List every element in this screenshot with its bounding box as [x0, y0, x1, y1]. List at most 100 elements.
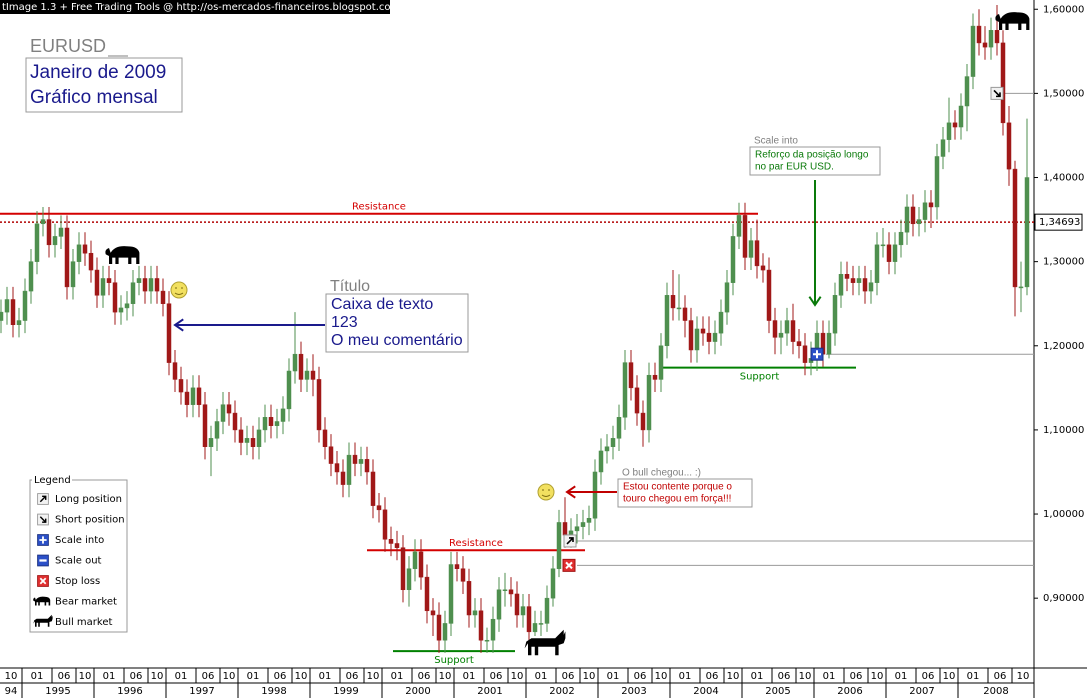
candle-body — [70, 261, 76, 288]
candle-body — [58, 227, 64, 237]
candle-body — [262, 417, 268, 431]
icon-x — [565, 561, 573, 570]
year-label: 1995 — [45, 686, 70, 697]
annotation-line: touro chegou em força!!! — [623, 494, 731, 505]
candle-body — [628, 362, 634, 389]
candle-body — [214, 421, 220, 439]
arrow-head — [565, 485, 576, 499]
candle-body — [598, 450, 604, 473]
legend-title-bg — [32, 474, 72, 486]
candle-body — [970, 25, 976, 77]
year-label: 2005 — [765, 686, 790, 697]
legend-label: Bull market — [55, 617, 113, 628]
icon-bull — [33, 614, 53, 627]
y-tick-label: 1,10000 — [1043, 425, 1084, 436]
arrow-head — [173, 318, 184, 332]
candle-body — [436, 614, 442, 641]
x-tick-label: 01 — [967, 671, 980, 682]
candle-body — [424, 576, 430, 612]
level-label: Support — [434, 655, 474, 666]
candle-body — [40, 219, 46, 225]
icon-long — [563, 534, 577, 548]
candle-body — [880, 244, 886, 247]
annotation-box — [749, 146, 881, 176]
icon-short — [37, 513, 49, 526]
x-tick-label: 10 — [367, 671, 380, 682]
x-tick-label: 10 — [5, 671, 18, 682]
candle-body — [280, 408, 286, 422]
candle-body — [910, 206, 916, 225]
candle-body — [484, 639, 490, 642]
candle-body — [550, 568, 556, 599]
candle-body — [406, 568, 412, 591]
year-label: 1998 — [261, 686, 286, 697]
candle-body — [844, 274, 850, 279]
icon-out — [37, 554, 49, 567]
x-tick-label: 06 — [706, 671, 719, 682]
year-label: 2004 — [693, 686, 718, 697]
candle-body — [616, 417, 622, 439]
candle-body — [538, 623, 544, 625]
icon-bear — [995, 12, 1030, 30]
year-label: 1996 — [117, 686, 142, 697]
level-label: Resistance — [352, 202, 406, 213]
icon-long — [37, 493, 49, 505]
year-label: 2000 — [405, 686, 430, 697]
year-label: 2007 — [909, 686, 934, 697]
x-tick-label: 10 — [583, 671, 596, 682]
x-tick-label: 06 — [562, 671, 575, 682]
icon-bear — [33, 596, 51, 606]
candle-body — [130, 282, 136, 304]
subtitle-box — [25, 57, 183, 113]
icon-arrow — [993, 89, 1001, 98]
candle-body — [148, 278, 154, 292]
candle-body — [730, 236, 736, 283]
x-tick-label: 01 — [463, 671, 476, 682]
candle-body — [532, 623, 538, 633]
candle-body — [64, 227, 70, 288]
smiley-face — [174, 287, 184, 295]
candle-body — [568, 530, 574, 536]
candle-body — [376, 505, 382, 511]
candle-body — [208, 438, 214, 447]
candle-body — [1024, 177, 1030, 288]
legend-label: Long position — [55, 494, 122, 505]
y-tick-label: 1,40000 — [1043, 173, 1084, 184]
candle-body — [52, 236, 58, 246]
icon-bear — [105, 246, 140, 264]
icon-bear — [105, 246, 140, 264]
candle-body — [760, 265, 766, 271]
current-price-box — [1034, 213, 1083, 231]
candle-body — [430, 610, 436, 616]
candle-body — [916, 219, 922, 225]
candle-body — [988, 30, 994, 48]
candle-body — [520, 606, 526, 616]
candle-body — [142, 278, 148, 292]
chart-subtitle: Gráfico mensal — [30, 87, 158, 108]
candle-body — [298, 353, 304, 380]
candle-body — [232, 412, 238, 431]
candle-body — [682, 307, 688, 321]
y-tick-label: 1,00000 — [1043, 509, 1084, 520]
candle-body — [418, 551, 424, 578]
x-tick-label: 10 — [727, 671, 740, 682]
annotation-line: Caixa de texto — [331, 296, 433, 313]
candle-body — [754, 240, 760, 267]
icon-stop — [562, 558, 576, 572]
candle-body — [778, 332, 784, 338]
candle-body — [712, 332, 718, 342]
x-tick-label: 10 — [871, 671, 884, 682]
candle-body — [514, 593, 520, 616]
candle-body — [202, 404, 208, 447]
x-tick-label: 01 — [751, 671, 764, 682]
candle-body — [586, 517, 592, 523]
candle-body — [898, 231, 904, 246]
icon-cross — [39, 536, 47, 544]
candle-body — [772, 320, 778, 338]
candle-body — [592, 471, 598, 519]
y-tick-label: 1,20000 — [1043, 341, 1084, 352]
x-tick-label: 10 — [295, 671, 308, 682]
x-tick-label: 01 — [247, 671, 260, 682]
candle-body — [352, 454, 358, 464]
candle-body — [478, 610, 484, 641]
